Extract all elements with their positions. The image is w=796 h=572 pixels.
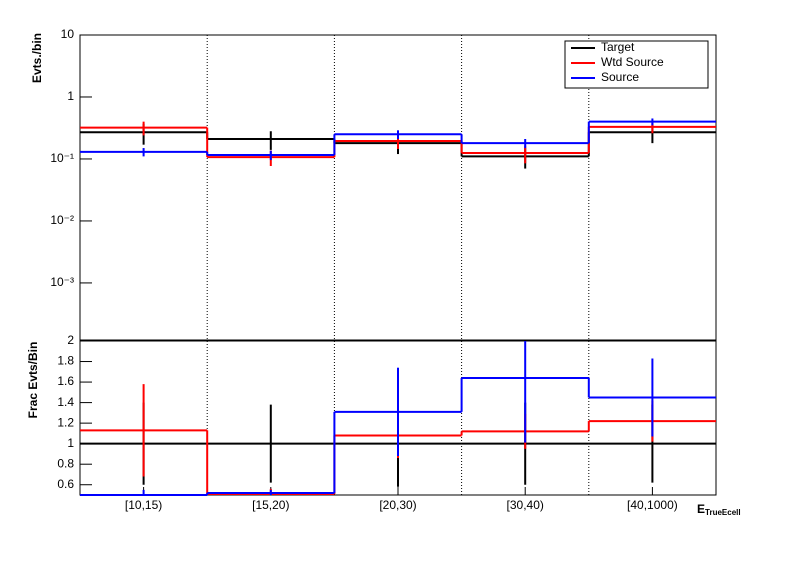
y-tick-label: 1.6 (57, 374, 74, 388)
x-tick-label: [30,40) (507, 498, 544, 512)
legend-label: Target (601, 40, 635, 54)
x-axis-title-sub: TrueEcell (705, 508, 741, 517)
y-tick-label: 10⁻¹ (50, 151, 74, 165)
x-axis-title: ETrueEcell (697, 502, 741, 517)
y-tick-label: 0.6 (57, 477, 74, 491)
x-tick-label: [10,15) (125, 498, 162, 512)
plot-frame (79, 34, 717, 341)
y-tick-label: 1 (67, 436, 74, 450)
y-tick-label: 1.2 (57, 415, 74, 429)
y-tick-label: 1 (67, 89, 74, 103)
y-axis-title: Frac Evts/Bin (26, 342, 40, 419)
y-tick-label: 0.8 (57, 456, 74, 470)
x-axis-title-main: E (697, 502, 705, 516)
y-tick-label: 10⁻² (50, 213, 74, 227)
x-tick-label: [20,30) (379, 498, 416, 512)
y-tick-label: 10⁻³ (50, 275, 74, 289)
y-tick-label: 10 (61, 27, 75, 41)
x-tick-label: [40,1000) (627, 498, 678, 512)
x-tick-label: [15,20) (252, 498, 289, 512)
y-tick-label: 2 (67, 333, 74, 347)
y-tick-label: 1.8 (57, 354, 74, 368)
legend-label: Source (601, 70, 639, 84)
legend-label: Wtd Source (601, 55, 664, 69)
y-axis-title: Evts./bin (30, 33, 44, 83)
y-tick-label: 1.4 (57, 395, 74, 409)
